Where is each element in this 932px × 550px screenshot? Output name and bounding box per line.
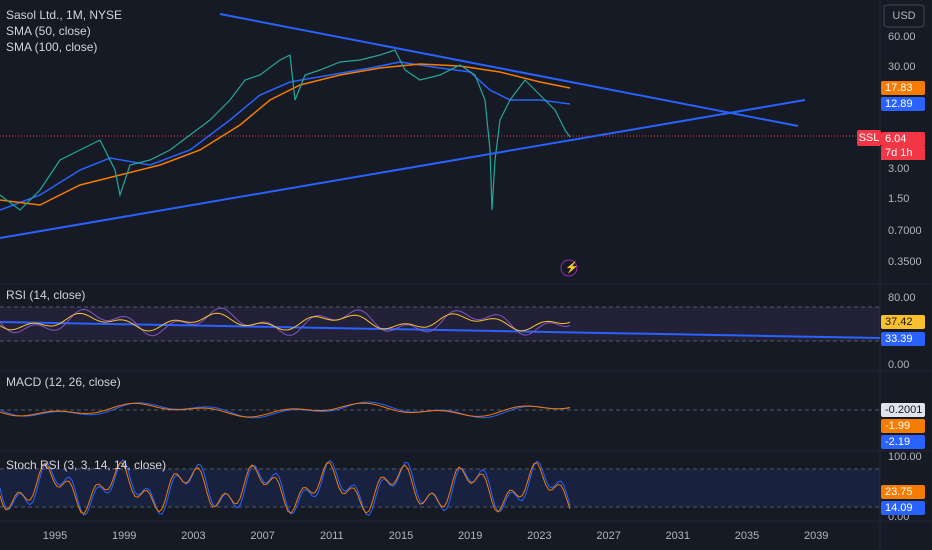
axis-label: 3.00 — [888, 163, 909, 175]
price-tag-text: 12.89 — [885, 98, 913, 110]
stoch-band — [0, 469, 880, 507]
price-tag — [881, 332, 925, 346]
oscillators — [0, 307, 571, 517]
time-label: 2003 — [181, 530, 205, 542]
price-tag — [881, 419, 925, 433]
macd — [0, 401, 571, 419]
trendlines — [0, 13, 881, 339]
stoch-d — [0, 462, 571, 515]
time-label: 2039 — [804, 530, 828, 542]
price-tag-text: 14.09 — [885, 502, 913, 514]
price-tag-text: -0.2001 — [885, 404, 922, 416]
alert-icon[interactable] — [560, 259, 578, 277]
price-tag-text: 6.04 — [885, 133, 906, 145]
price-tag — [881, 403, 925, 417]
title: Sasol Ltd., 1M, NYSE — [6, 8, 122, 22]
time-label: 2031 — [666, 530, 690, 542]
symbol: SSL — [859, 132, 880, 144]
rsi — [0, 307, 571, 337]
price-tag-text: 37.42 — [885, 316, 913, 328]
price-tag — [881, 132, 925, 146]
currency-box[interactable] — [883, 4, 925, 28]
macd-signal — [0, 402, 571, 418]
axis-label: 0.7000 — [888, 225, 922, 237]
time-label: 2015 — [389, 530, 413, 542]
axis-label: 60.00 — [888, 31, 916, 43]
price-tag-text: 23.75 — [885, 486, 913, 498]
indicator: SMA (50, close) — [6, 24, 91, 38]
axis-label: 100.00 — [888, 451, 922, 463]
sma-50 — [0, 61, 571, 211]
price — [0, 49, 571, 211]
indicator: SMA (100, close) — [6, 40, 97, 54]
countdown-tag — [881, 146, 925, 160]
pane-label: Stoch RSI (3, 3, 14, 14, close) — [6, 458, 166, 472]
price-tag — [881, 315, 925, 329]
time-label: 2023 — [527, 530, 551, 542]
alert-glyph: ⚡ — [565, 261, 579, 274]
axis-label: 30.00 — [888, 61, 916, 73]
pane-label: MACD (12, 26, close) — [6, 375, 121, 389]
price-tag-text: 33.39 — [885, 333, 913, 345]
time-label: 2035 — [735, 530, 759, 542]
axis-label: 80.00 — [888, 292, 916, 304]
symbol-tag — [857, 130, 881, 146]
time-label: 2011 — [320, 530, 344, 542]
pane-label: RSI (14, close) — [6, 288, 85, 302]
time-label: 2007 — [250, 530, 274, 542]
price-tag — [881, 81, 925, 95]
time-label: 1995 — [43, 530, 67, 542]
price-tag — [881, 97, 925, 111]
price-tag — [881, 435, 925, 449]
price-tag-text: 17.83 — [885, 82, 913, 94]
price-tag-text: -2.19 — [885, 436, 910, 448]
countdown: 7d 1h — [885, 147, 913, 159]
price-tag — [881, 485, 925, 499]
price-tag-text: -1.99 — [885, 420, 910, 432]
axis-label: 1.50 — [888, 193, 909, 205]
rsi-ma — [0, 312, 571, 332]
time-label: 1999 — [112, 530, 136, 542]
axis-label: 0.00 — [888, 359, 909, 371]
time-label: 2019 — [458, 530, 482, 542]
time-label: 2027 — [596, 530, 620, 542]
sma-100 — [0, 63, 571, 206]
axis-label: 0.3500 — [888, 256, 922, 268]
price-tag — [881, 501, 925, 515]
currency: USD — [892, 10, 915, 22]
